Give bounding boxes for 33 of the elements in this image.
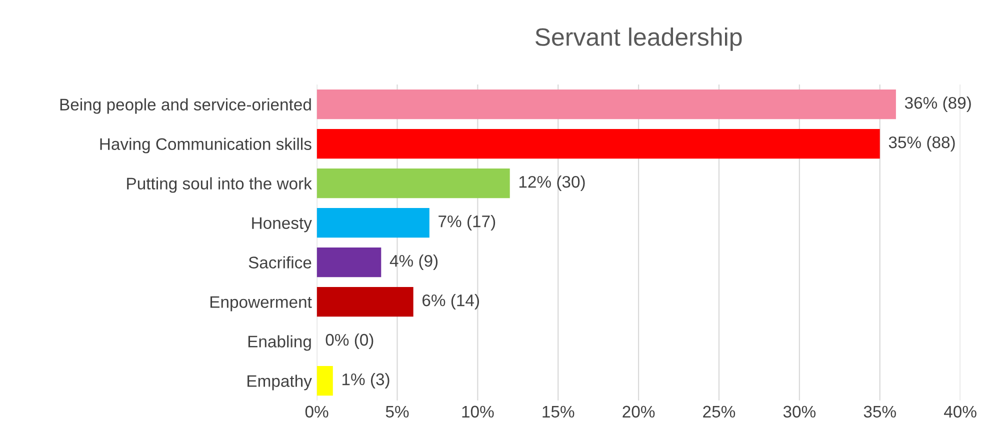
x-tick-label: 25% <box>703 406 736 418</box>
data-label: 0% (0) <box>326 333 374 350</box>
y-tick-label: Having Communication skills <box>100 138 312 154</box>
y-tick-label: Empathy <box>248 374 312 390</box>
chart-title: Servant leadership <box>535 28 742 51</box>
bar <box>316 366 333 396</box>
bar <box>316 286 414 317</box>
x-tick-label: 20% <box>622 406 655 418</box>
x-tick-label: 30% <box>783 406 816 418</box>
y-tick-label: Sacrifice <box>248 256 312 268</box>
y-tick-label: Enabling <box>248 335 311 351</box>
y-tick-label: Enpowerment <box>210 296 312 312</box>
bar <box>316 89 896 120</box>
data-label: 35% (88) <box>888 136 955 152</box>
data-label: 1% (3) <box>342 372 390 389</box>
bar <box>316 208 430 238</box>
data-label: 6% (14) <box>422 294 479 310</box>
data-label: 12% (30) <box>519 176 585 192</box>
bar <box>316 168 510 198</box>
x-tick-label: 5% <box>386 406 409 418</box>
y-tick-label: Being people and service-oriented <box>60 98 311 114</box>
bar <box>316 128 880 159</box>
x-tick-label: 40% <box>944 406 976 418</box>
y-tick-label: Honesty <box>252 217 312 232</box>
x-tick-label: 35% <box>864 406 896 418</box>
bar <box>316 247 382 278</box>
y-tick-label: Putting soul into the work <box>127 177 312 193</box>
data-label: 36% (89) <box>904 96 971 112</box>
x-tick-label: 10% <box>462 406 494 418</box>
x-tick-label: 15% <box>542 406 574 418</box>
data-label: 7% (17) <box>438 215 496 231</box>
data-label: 4% (9) <box>390 254 438 270</box>
x-tick-label: 0% <box>305 406 328 418</box>
